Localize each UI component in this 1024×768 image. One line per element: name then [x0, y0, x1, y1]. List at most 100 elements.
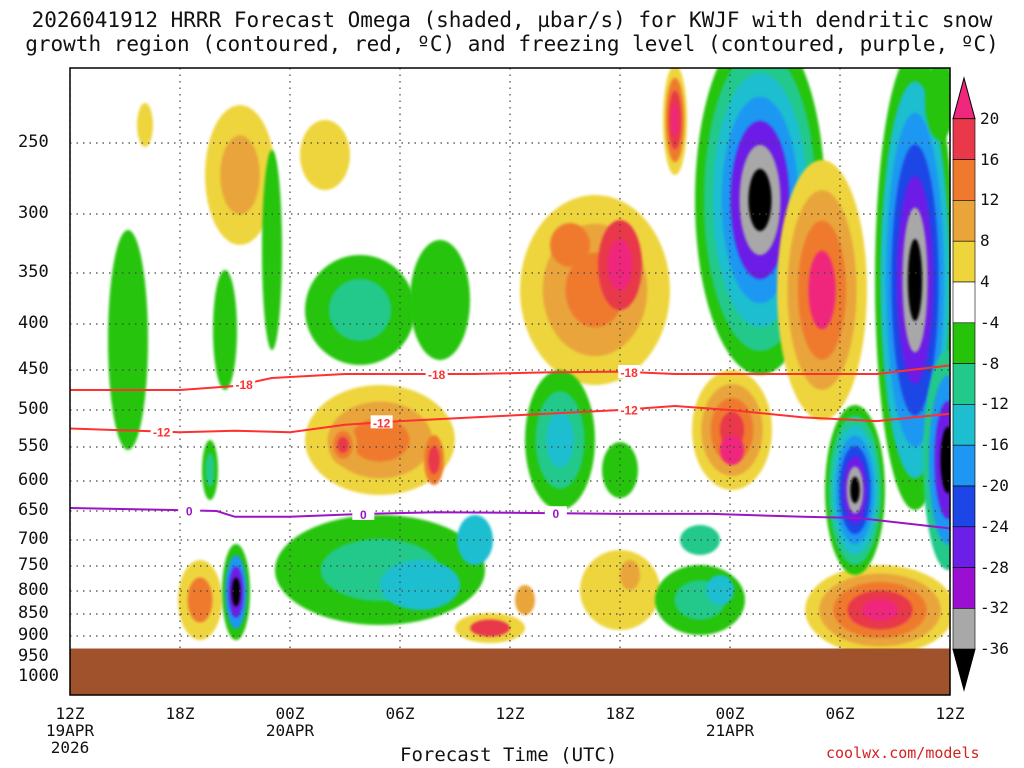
y-tick-label: 650	[18, 500, 49, 520]
contour-label: 0	[186, 504, 193, 518]
chart-title-line-2: growth region (contoured, red, ºC) and f…	[25, 32, 999, 56]
omega-shading-layer	[108, 68, 950, 655]
omega-contour-fill	[457, 515, 493, 565]
isotherm-contours: -18 -18 -18 -12 -12 -12 0 0 0	[70, 364, 950, 530]
y-tick-label: 700	[18, 529, 49, 549]
contour-label-bg	[178, 503, 201, 517]
omega-contour-fill	[940, 426, 950, 494]
colorbar-tick-label: -20	[980, 476, 1009, 495]
colorbar-swatch	[952, 159, 976, 201]
y-tick-label: 400	[18, 313, 49, 333]
contour-label: -18	[428, 368, 446, 382]
omega-contour-fill	[515, 585, 535, 615]
omega-contour-fill	[550, 223, 590, 267]
colorbar-swatch	[952, 281, 976, 324]
omega-contour-fill	[680, 525, 720, 555]
y-tick-label: 300	[18, 203, 49, 223]
y-tick-label: 550	[18, 436, 49, 456]
colorbar-tick-label: 4	[980, 272, 990, 291]
contour-label: 0	[552, 507, 559, 521]
omega-contour-fill	[850, 476, 860, 504]
x-tick-label: 18Z	[605, 704, 635, 723]
omega-contour-fill	[671, 103, 679, 137]
omega-contour-fill	[720, 435, 744, 465]
y-tick-label: 450	[18, 359, 49, 379]
y-tick-label: 600	[18, 470, 49, 490]
ground-below-surface	[70, 648, 950, 695]
colorbar-tick-label: -16	[980, 435, 1009, 455]
contour-label-bg	[352, 506, 375, 520]
colorbar-tick-label: -12	[980, 394, 1009, 414]
y-tick-label: 350	[18, 262, 49, 282]
colorbar-swatch	[952, 444, 976, 487]
omega-contour-fill	[808, 250, 836, 330]
omega-contour-fill	[748, 168, 772, 232]
omega-contour-fill	[213, 270, 237, 390]
omega-contour-fill	[907, 239, 923, 321]
omega-contour-fill	[205, 453, 215, 487]
colorbar-swatch	[952, 200, 976, 242]
colorbar-swatch	[952, 118, 976, 160]
contour-label: -12	[373, 416, 391, 430]
omega-contour-fill	[262, 150, 282, 350]
omega-contour-fill	[602, 442, 638, 498]
contour-label: 0	[360, 508, 367, 522]
colorbar-swatch	[952, 526, 976, 568]
y-tick-label: 800	[18, 580, 49, 600]
omega-contour-fill	[470, 619, 510, 637]
omega-contour-fill	[620, 560, 640, 590]
colorbar-tick-label: -4	[980, 312, 1000, 332]
colorbar-swatch	[952, 76, 976, 120]
omega-contour-fill	[137, 103, 153, 147]
omega-contour-fill	[410, 240, 470, 360]
omega-contour-fill	[220, 135, 260, 215]
contour-label: -18	[620, 366, 638, 380]
colorbar-tick-label: 12	[980, 190, 1000, 210]
colorbar-tick-label: -28	[980, 557, 1009, 577]
omega-contour-fill	[108, 230, 148, 450]
omega-contour-fill	[300, 120, 350, 190]
omega-contour-fill	[580, 550, 660, 630]
omega-contour-fill	[350, 418, 410, 462]
omega-contour-fill	[231, 577, 241, 607]
colorbar-swatch	[952, 322, 976, 364]
y-tick-label: 1000	[18, 666, 59, 686]
colorbar-tick-label: -32	[980, 598, 1009, 618]
x-axis-title: Forecast Time (UTC)	[400, 744, 618, 766]
y-tick-label: 900	[18, 625, 49, 645]
colorbar-tick-label: 16	[980, 149, 1000, 169]
colorbar-swatch	[952, 608, 976, 650]
contour-label: -18	[235, 378, 253, 392]
x-tick-label: 06Z	[385, 704, 415, 723]
omega-contour-fill	[706, 575, 734, 605]
colorbar-tick-label: 20	[980, 108, 1000, 128]
contour-label-bg	[425, 367, 448, 380]
omega-contour-fill	[546, 412, 574, 468]
contour-label-bg	[233, 377, 256, 390]
isotherm-line	[70, 507, 950, 530]
contour-label-bg	[150, 424, 173, 438]
colorbar	[952, 76, 976, 692]
x-tick-label: 00Z 20APR	[265, 704, 315, 740]
x-tick-label: 18Z	[165, 704, 195, 723]
contour-label-bg	[544, 506, 567, 520]
colorbar-swatch	[952, 404, 976, 446]
contour-label: -12	[620, 403, 638, 417]
contour-label-bg	[370, 415, 393, 429]
x-tick-label: 12Z	[495, 704, 525, 723]
x-tick-label: 00Z 21APR	[705, 704, 755, 740]
y-tick-label: 950	[18, 646, 49, 666]
x-tick-label: 12Z	[935, 704, 965, 723]
omega-contour-fill	[925, 68, 950, 140]
y-tick-label: 250	[18, 132, 49, 152]
colorbar-tick-label: -8	[980, 353, 1000, 373]
omega-contour-fill	[861, 598, 899, 622]
credit-link[interactable]: coolwx.com/models	[826, 744, 980, 762]
omega-contour-fill	[607, 239, 633, 291]
omega-contour-fill	[380, 560, 460, 610]
x-tick-label: 06Z	[825, 704, 855, 723]
plot-frame	[69, 67, 951, 696]
isotherm-line	[70, 404, 950, 434]
x-tick-label: 12Z 19APR 2026	[45, 704, 95, 757]
